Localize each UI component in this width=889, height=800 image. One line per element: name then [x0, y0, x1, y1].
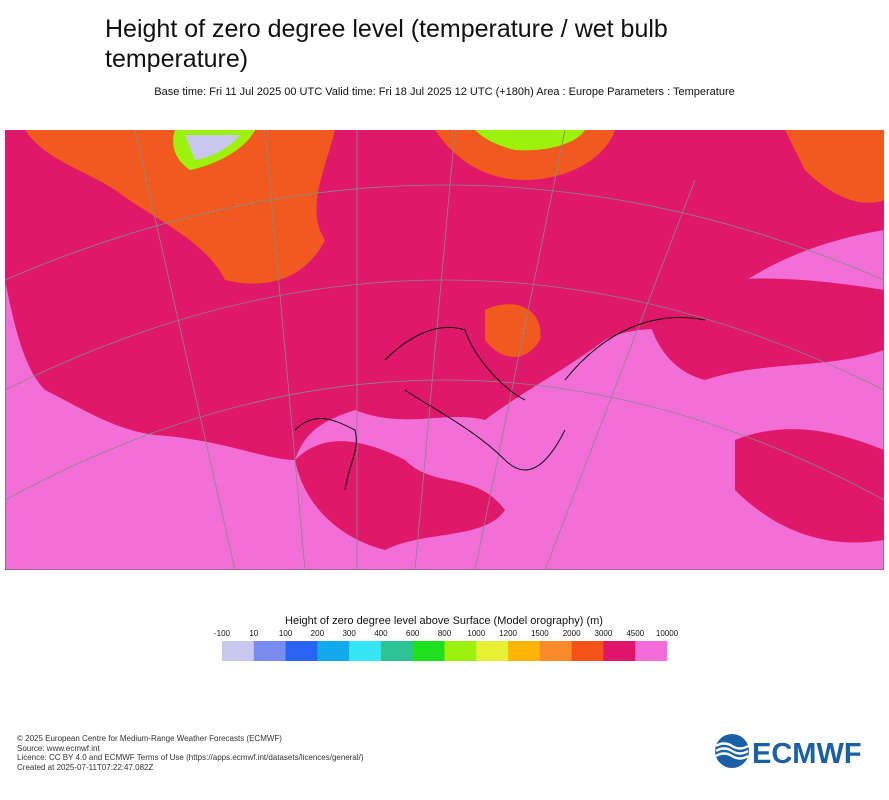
colorbar-tick-label: -100 [214, 629, 231, 638]
colorbar-tick-label: 3000 [595, 629, 613, 638]
colorbar-swatch [476, 641, 509, 661]
graticule [5, 130, 884, 570]
colorbar-tick-label: 1000 [467, 629, 485, 638]
footer-line: © 2025 European Centre for Medium-Range … [17, 734, 282, 743]
colorbar-swatch [285, 641, 318, 661]
colorbar-swatch [571, 641, 604, 661]
coastlines [294, 317, 706, 491]
footer: © 2025 European Centre for Medium-Range … [17, 734, 364, 772]
colorbar-tick-label: 4500 [626, 629, 644, 638]
map [5, 130, 884, 570]
colorbar-tick-label: 800 [438, 629, 452, 638]
colorbar-tick-label: 2000 [563, 629, 581, 638]
colorbar-tick-label: 300 [342, 629, 356, 638]
orange-region [435, 130, 615, 180]
colorbar-tick-label: 1200 [499, 629, 517, 638]
colorbar-tick-label: 10000 [656, 629, 679, 638]
colorbar-title: Height of zero degree level above Surfac… [285, 615, 603, 627]
colorbar-swatch [635, 641, 668, 661]
colorbar-swatch [253, 641, 286, 661]
logo: ECMWF [715, 734, 862, 769]
colorbar-tick-label: 200 [311, 629, 325, 638]
colorbar-swatch [349, 641, 382, 661]
colorbar: Height of zero degree level above Surfac… [214, 615, 679, 661]
warm-region [645, 278, 884, 380]
subtitle: Base time: Fri 11 Jul 2025 00 UTC Valid … [154, 86, 735, 98]
colorbar-swatch [412, 641, 445, 661]
warm-region [295, 441, 505, 550]
footer-line: Licence: CC BY 4.0 and ECMWF Terms of Us… [17, 753, 364, 762]
warm-region [735, 429, 884, 543]
colorbar-tick-label: 600 [406, 629, 420, 638]
cold-region [475, 130, 585, 151]
orange-region [785, 130, 884, 203]
colorbar-swatch [222, 641, 255, 661]
colorbar-tick-label: 10 [249, 629, 258, 638]
colorbar-swatch [508, 641, 541, 661]
colorbar-swatch [444, 641, 477, 661]
cold-region [185, 135, 240, 160]
colorbar-tick-label: 1500 [531, 629, 549, 638]
footer-line: Created at 2025-07-11T07:22:47.082Z [17, 762, 154, 772]
colorbar-swatch [603, 641, 636, 661]
footer-line: Source: www.ecmwf.int [17, 743, 100, 753]
logo-text: ECMWF [752, 738, 862, 769]
colorbar-tick-label: 100 [279, 629, 293, 638]
orange-region [25, 130, 335, 284]
colorbar-swatch [380, 641, 414, 661]
colorbar-swatch [317, 641, 350, 661]
colorbar-tick-label: 400 [374, 629, 388, 638]
title: Height of zero degree level (temperature… [105, 15, 668, 73]
logo-waves [715, 742, 749, 760]
colorbar-swatch [539, 641, 572, 661]
